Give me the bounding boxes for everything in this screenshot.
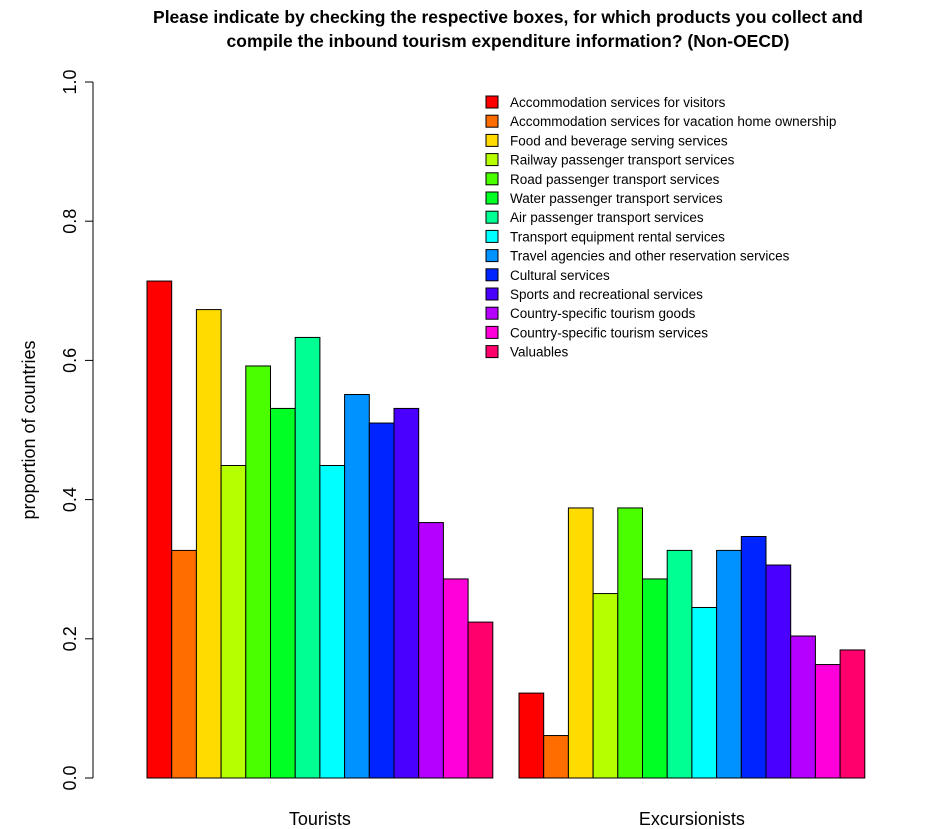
bar [691, 606, 718, 779]
bar [765, 564, 792, 779]
chart-title-line-2: compile the inbound tourism expenditure … [227, 31, 790, 51]
bar [220, 464, 247, 779]
legend-label: Railway passenger transport services [510, 153, 735, 168]
bar [368, 422, 395, 779]
bar [195, 309, 222, 779]
legend-label: Valuables [510, 345, 569, 360]
legend-swatch [485, 133, 499, 147]
bars [146, 280, 866, 779]
bar [592, 593, 619, 779]
legend-swatch [485, 114, 499, 128]
legend: Accommodation services for visitors Accom… [485, 95, 836, 360]
legend-label: Transport equipment rental services [510, 229, 725, 244]
legend-swatch [485, 153, 499, 167]
legend-swatch [485, 172, 499, 186]
y-tick-label: 1.0 [60, 69, 80, 94]
y-axis: 0.0 0.2 0.4 0.6 0.8 1.0 [60, 69, 94, 791]
bar [171, 549, 197, 779]
y-tick-label: 0.2 [60, 626, 80, 651]
bar [716, 549, 742, 779]
y-tick-label: 0.0 [60, 765, 80, 790]
bar [567, 507, 594, 779]
legend-swatch [485, 229, 499, 243]
legend-label: Accommodation services for visitors [510, 95, 726, 110]
legend-label: Road passenger transport services [510, 172, 720, 187]
bar [344, 394, 370, 779]
bar [270, 407, 296, 779]
chart-title: Please indicate by checking the respecti… [153, 7, 863, 51]
bar [442, 578, 469, 779]
bar [617, 507, 643, 779]
y-tick-label: 0.4 [60, 487, 80, 512]
x-category-label: Excursionists [639, 809, 745, 829]
bar [543, 735, 569, 779]
x-category-label: Tourists [289, 809, 351, 829]
bar [467, 621, 494, 779]
legend-label: Travel agencies and other reservation se… [510, 249, 790, 264]
legend-swatch [485, 191, 499, 205]
bar [393, 407, 420, 779]
legend-label: Cultural services [510, 268, 610, 283]
bar [294, 336, 321, 779]
bar [740, 535, 767, 779]
x-axis-labels: Tourists Excursionists [289, 809, 745, 829]
legend-label: Accommodation services for vacation home… [510, 114, 836, 129]
bar [642, 578, 668, 779]
bar [814, 664, 841, 779]
bar [518, 692, 545, 779]
legend-label: Country-specific tourism goods [510, 306, 696, 321]
legend-swatch [485, 95, 499, 109]
bar [418, 522, 444, 779]
legend-swatch [485, 210, 499, 224]
bar [319, 464, 346, 779]
y-tick-label: 0.8 [60, 209, 80, 234]
bar [146, 280, 173, 779]
legend-swatch [485, 287, 499, 301]
legend-label: Food and beverage serving services [510, 133, 728, 148]
legend-swatch [485, 345, 499, 359]
bar [666, 549, 693, 779]
legend-label: Sports and recreational services [510, 287, 703, 302]
bar [839, 649, 866, 779]
bar [245, 365, 272, 779]
legend-swatch [485, 268, 499, 282]
y-axis-label: proportion of countries [19, 340, 39, 519]
bar [790, 635, 816, 779]
y-tick-label: 0.6 [60, 348, 80, 373]
legend-label: Country-specific tourism services [510, 325, 708, 340]
legend-swatch [485, 249, 499, 263]
chart-title-line-1: Please indicate by checking the respecti… [153, 7, 863, 27]
legend-swatch [485, 306, 499, 320]
legend-swatch [485, 325, 499, 339]
legend-label: Water passenger transport services [510, 191, 723, 206]
legend-label: Air passenger transport services [510, 210, 704, 225]
